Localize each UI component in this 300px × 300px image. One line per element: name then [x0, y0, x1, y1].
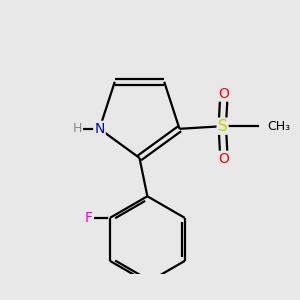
- Text: N: N: [94, 122, 105, 136]
- Text: F: F: [85, 211, 93, 225]
- Text: H: H: [73, 122, 82, 135]
- Text: CH₃: CH₃: [267, 120, 290, 133]
- Text: O: O: [218, 87, 229, 100]
- Text: S: S: [218, 119, 227, 134]
- Text: O: O: [218, 152, 229, 166]
